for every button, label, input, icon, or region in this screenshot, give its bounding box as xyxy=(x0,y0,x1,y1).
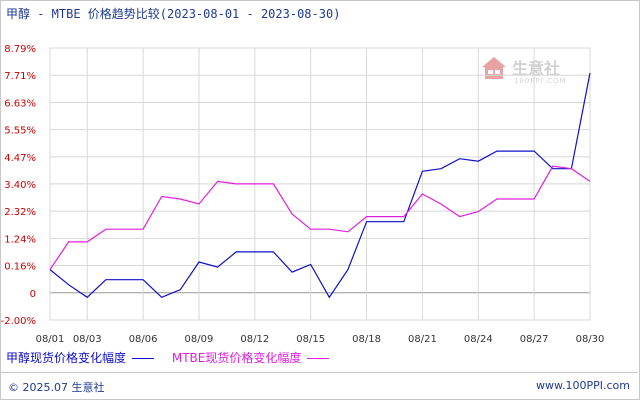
chart-title: 甲醇 - MTBE 价格趋势比较(2023-08-01 - 2023-08-30… xyxy=(6,7,341,21)
x-tick-label: 08/15 xyxy=(296,334,325,345)
legend: 甲醇现货价格变化幅度 MTBE现货价格变化幅度 xyxy=(6,349,343,366)
x-tick-label: 08/24 xyxy=(464,334,493,345)
x-tick-label: 08/12 xyxy=(240,334,269,345)
y-tick-label: -2.00% xyxy=(1,316,36,327)
x-tick-label: 08/01 xyxy=(36,334,65,345)
legend-item-series-2: MTBE现货价格变化幅度 xyxy=(172,349,330,366)
legend-swatch-series-2 xyxy=(307,358,330,359)
y-tick-label: 8.79% xyxy=(4,44,36,55)
x-tick-label: 08/09 xyxy=(185,334,214,345)
footer-copyright: © 2025.07 生意社 xyxy=(8,381,105,394)
house-logo-icon xyxy=(482,57,506,79)
watermark-text: 生意社 xyxy=(512,59,561,78)
series-line-2 xyxy=(49,165,591,270)
legend-item-series-1: 甲醇现货价格变化幅度 xyxy=(6,349,155,366)
x-tick-label: 08/18 xyxy=(352,334,381,345)
legend-label-series-1: 甲醇现货价格变化幅度 xyxy=(6,351,127,365)
y-tick-label: 4.47% xyxy=(4,153,36,164)
y-tick-label: 6.63% xyxy=(4,98,36,109)
y-tick-label: 0 xyxy=(30,289,36,300)
watermark-url: 100PPI.COM xyxy=(514,77,567,85)
x-tick-label: 08/30 xyxy=(576,334,605,345)
y-tick-label: 2.32% xyxy=(4,207,36,218)
y-tick-label: 3.40% xyxy=(4,180,36,191)
legend-swatch-series-1 xyxy=(132,358,155,359)
x-tick-label: 08/03 xyxy=(73,334,102,345)
y-tick-label: 7.71% xyxy=(4,71,36,82)
footer: © 2025.07 生意社 www.100PPI.com xyxy=(0,372,638,399)
footer-link[interactable]: www.100PPI.com xyxy=(536,379,630,392)
x-tick-label: 08/21 xyxy=(408,334,437,345)
y-tick-label: 0.16% xyxy=(4,262,36,273)
series-line-1 xyxy=(49,72,591,299)
y-tick-label: 5.55% xyxy=(4,126,36,137)
legend-label-series-2: MTBE现货价格变化幅度 xyxy=(171,351,302,365)
y-tick-label: 1.24% xyxy=(4,234,36,245)
x-tick-label: 08/27 xyxy=(520,334,549,345)
x-tick-label: 08/06 xyxy=(129,334,158,345)
